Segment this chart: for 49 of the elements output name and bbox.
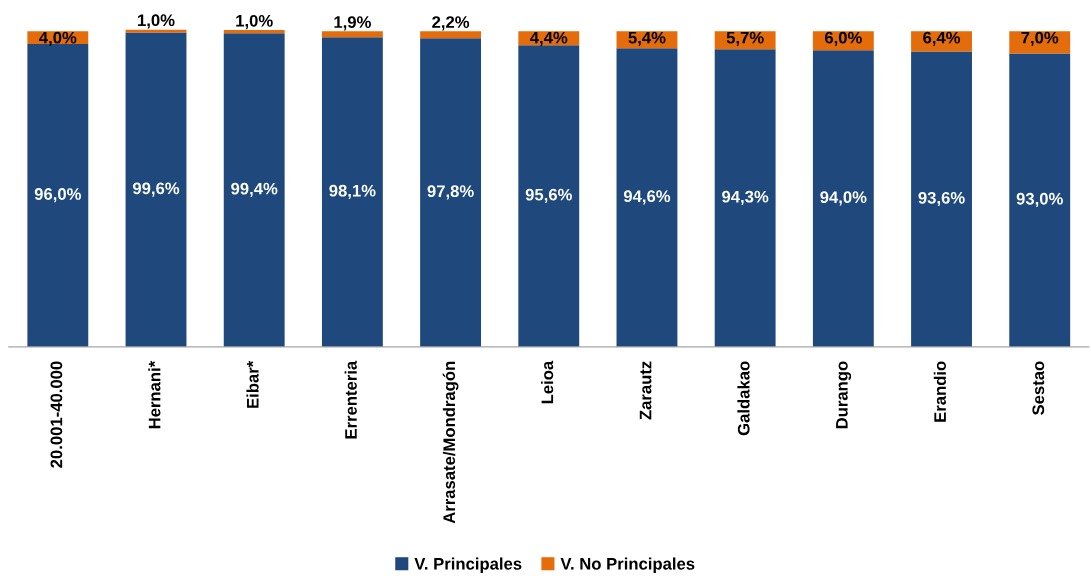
data-label: 94,0% bbox=[820, 191, 867, 206]
data-label: 6,0% bbox=[824, 31, 862, 46]
bar bbox=[125, 32, 187, 347]
x-tick-label: Galdakao bbox=[737, 361, 750, 436]
data-label: 1,9% bbox=[334, 16, 371, 31]
legend-label: V. No Principales bbox=[560, 557, 695, 573]
x-tick-label: Hernani* bbox=[148, 360, 161, 429]
x-tick-label: Arrasate/Mondragón bbox=[442, 361, 459, 524]
bar bbox=[616, 48, 678, 347]
data-label: 5,4% bbox=[628, 31, 666, 46]
data-label: 94,3% bbox=[722, 190, 769, 205]
data-label: 4,0% bbox=[39, 31, 77, 46]
data-label: 5,7% bbox=[726, 31, 764, 46]
bar bbox=[321, 31, 383, 38]
data-label: 4,4% bbox=[530, 31, 568, 46]
data-label: 97,8% bbox=[427, 185, 474, 200]
bar bbox=[125, 29, 187, 33]
data-label: 7,0% bbox=[1021, 31, 1059, 46]
x-tick-label: Durango bbox=[836, 361, 852, 429]
x-tick-label: Erandio bbox=[933, 361, 947, 422]
x-tick-label: Sestao bbox=[1032, 361, 1045, 415]
bar bbox=[223, 33, 285, 347]
bar bbox=[1009, 53, 1071, 347]
x-tick-label: Eibar* bbox=[246, 360, 259, 408]
data-label: 93,0% bbox=[1016, 192, 1063, 208]
bar bbox=[518, 45, 580, 347]
data-label: 96,0% bbox=[34, 188, 82, 203]
x-tick-label: Zarautz bbox=[639, 361, 652, 420]
data-label: 98,1% bbox=[329, 184, 376, 199]
data-label: 2,2% bbox=[432, 16, 470, 31]
bar bbox=[321, 37, 383, 347]
data-label: 95,6% bbox=[525, 188, 572, 203]
data-label: 99,6% bbox=[132, 182, 180, 197]
x-tick-label: Errenteria bbox=[344, 360, 357, 439]
bar bbox=[420, 38, 482, 347]
bar bbox=[911, 51, 972, 347]
bar bbox=[223, 30, 285, 34]
x-tick-label: Leioa bbox=[541, 360, 554, 404]
bar bbox=[714, 49, 776, 347]
legend-label: V. Principales bbox=[414, 557, 522, 573]
bar bbox=[812, 50, 874, 347]
x-tick-label: 20.001-40.000 bbox=[50, 361, 63, 468]
data-label: 99,4% bbox=[231, 182, 278, 197]
data-label: 1,0% bbox=[236, 14, 273, 30]
bar bbox=[420, 31, 482, 39]
data-label: 93,6% bbox=[918, 191, 965, 207]
data-label: 1,0% bbox=[138, 14, 175, 29]
data-label: 6,4% bbox=[923, 31, 961, 46]
data-label: 94,6% bbox=[623, 190, 671, 205]
